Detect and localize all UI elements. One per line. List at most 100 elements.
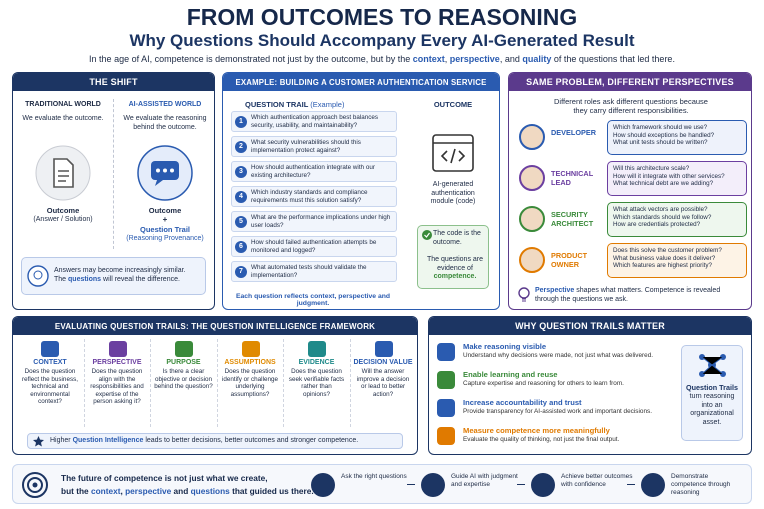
divider	[113, 99, 114, 249]
subtitle: Why Questions Should Accompany Every AI-…	[129, 31, 635, 50]
item-title: Enable learning and reuse	[463, 370, 558, 379]
role: DEVELOPER Which framework should we use? H…	[515, 119, 747, 157]
side-text: turn reasoning into an organizational as…	[689, 393, 735, 426]
role: TECHNICAL LEAD Will this architecture sca…	[515, 160, 747, 198]
question-bubble: Will this architecture scale? How will it…	[607, 161, 747, 196]
plus: +	[162, 215, 168, 224]
question-text: How should authentication integrate with…	[251, 164, 375, 179]
role-question: How are credentials protected?	[613, 221, 701, 229]
perspectives-panel: SAME PROBLEM, DIFFERENT PERSPECTIVES Dif…	[508, 72, 752, 310]
role-question: What unit tests should be written?	[613, 139, 708, 147]
step-text: Achieve better outcomes with confidence	[561, 473, 633, 488]
text-run: that guided us there.	[229, 486, 314, 496]
step: Demonstrate competence through reasoning	[641, 471, 761, 499]
trail-heading: QUESTION TRAIL (Example)	[245, 100, 344, 109]
step-icon	[311, 473, 335, 497]
highlight: quality	[522, 54, 552, 64]
question-text: What automated tests should validate the…	[251, 264, 367, 279]
question-number: 2	[235, 141, 247, 153]
footer-line: but the context, perspective and questio…	[61, 486, 314, 496]
role-question: How will it integrate with other service…	[613, 172, 725, 180]
text: We evaluate the reasoning behind the out…	[123, 115, 207, 131]
item-icon	[108, 341, 127, 357]
role: SECURITY ARCHITECT What attack vectors ar…	[515, 201, 747, 239]
question-text: Which industry standards and compliance …	[251, 189, 368, 204]
text-run: The	[54, 275, 69, 283]
question-text: Which authentication approach best balan…	[251, 114, 379, 129]
step-text: Demonstrate competence through reasoning	[671, 473, 731, 496]
framework-panel: EVALUATING QUESTION TRAILS: THE QUESTION…	[12, 316, 418, 455]
head-icon	[27, 265, 49, 287]
framework-item: PURPOSE Is there a clear objective or dec…	[150, 339, 216, 427]
highlight: perspective	[125, 486, 172, 496]
code-icon	[432, 134, 474, 172]
item-title: Make reasoning visible	[463, 342, 547, 351]
framework-item: ASSUMPTIONS Does the question identify or…	[216, 339, 283, 427]
footer-bar: The future of competence is not just wha…	[12, 464, 752, 504]
item-icon	[437, 343, 455, 361]
role: PRODUCT OWNER Does this solve the custome…	[515, 242, 747, 280]
note: Answers may become increasingly similar.…	[54, 267, 204, 284]
role-question: Which features are highest priority?	[613, 262, 713, 270]
step: Ask the right questions	[311, 471, 431, 499]
item-title: Increase accountability and trust	[463, 398, 582, 407]
step-text: Guide AI with judgment and expertise	[451, 473, 518, 488]
title: FROM OUTCOMES TO REASONING	[186, 4, 578, 30]
trail-heading-text: QUESTION TRAIL	[245, 100, 309, 109]
item-name: DECISION VALUE	[353, 359, 413, 366]
footer: Perspective shapes what matters. Compete…	[535, 287, 745, 304]
text: We evaluate the outcome.	[22, 115, 104, 122]
question-text: What are the performance implications un…	[251, 214, 391, 229]
question: 5 What are the performance implications u…	[231, 211, 397, 232]
framework-item: EVIDENCE Does the question seek verifiabl…	[283, 339, 349, 427]
avatar	[519, 165, 545, 191]
text-run: but the	[61, 486, 91, 496]
network-icon	[699, 354, 726, 377]
question: 6 How should failed authentication attemp…	[231, 236, 397, 257]
role-question: What business value does it deliver?	[613, 254, 716, 262]
footer: Each question reflects context, perspect…	[235, 293, 391, 307]
item-name: PERSPECTIVE	[92, 359, 142, 366]
matters-item: Enable learning and reuse Capture experti…	[437, 369, 677, 395]
side-box: Question Trails turn reasoning into an o…	[681, 345, 743, 441]
panel-header: THE SHIFT	[13, 73, 214, 91]
highlight: perspective	[449, 54, 500, 64]
trail: Question Trail	[139, 225, 190, 234]
item-text: Is there a clear objective or decision b…	[154, 368, 213, 391]
text-run: leads to better decisions, better outcom…	[143, 437, 359, 444]
bulb-icon	[518, 287, 530, 302]
matters-panel: WHY QUESTION TRAILS MATTER Make reasonin…	[428, 316, 752, 455]
star-icon	[33, 436, 44, 447]
step-arrow	[407, 484, 415, 485]
item-icon	[374, 341, 393, 357]
item-name: CONTEXT	[33, 359, 67, 366]
text-run: ,	[444, 54, 450, 64]
role-question: What attack vectors are possible?	[613, 206, 708, 213]
highlight: context	[90, 486, 121, 496]
question-text: How should failed authentication attempt…	[251, 239, 377, 254]
document-icon	[35, 145, 91, 201]
question: 3 How should authentication integrate wit…	[231, 161, 397, 182]
role-name: SECURITY ARCHITECT	[551, 210, 594, 228]
role-question: Which framework should we use?	[613, 124, 708, 131]
example-panel: EXAMPLE: BUILDING A CUSTOMER AUTHENTICAT…	[222, 72, 500, 310]
text-run: ,	[120, 486, 126, 496]
question-bubble: Does this solve the customer problem? Wha…	[607, 243, 747, 278]
step: Achieve better outcomes with confidence	[531, 471, 651, 499]
role-question: What technical debt are we adding?	[613, 180, 714, 188]
heading: AI-ASSISTED WORLD	[128, 101, 202, 108]
panel-header: WHY QUESTION TRAILS MATTER	[429, 317, 751, 335]
chat-icon	[137, 145, 193, 201]
note-box: Answers may become increasingly similar.…	[21, 257, 206, 295]
step-icon	[421, 473, 445, 497]
item-icon	[437, 399, 455, 417]
footer: Higher Question Intelligence leads to be…	[50, 437, 358, 444]
question: 2 What security vulnerabilities should th…	[231, 136, 397, 157]
heading: TRADITIONAL WORLD	[25, 101, 101, 108]
question-number: 4	[235, 191, 247, 203]
role-name: TECHNICAL LEAD	[551, 169, 594, 187]
trail-tag: (Example)	[310, 100, 345, 109]
step: Guide AI with judgment and expertise	[421, 471, 541, 499]
role-name: PRODUCT OWNER	[551, 251, 588, 269]
matters-item: Increase accountability and trust Provide…	[437, 397, 677, 423]
